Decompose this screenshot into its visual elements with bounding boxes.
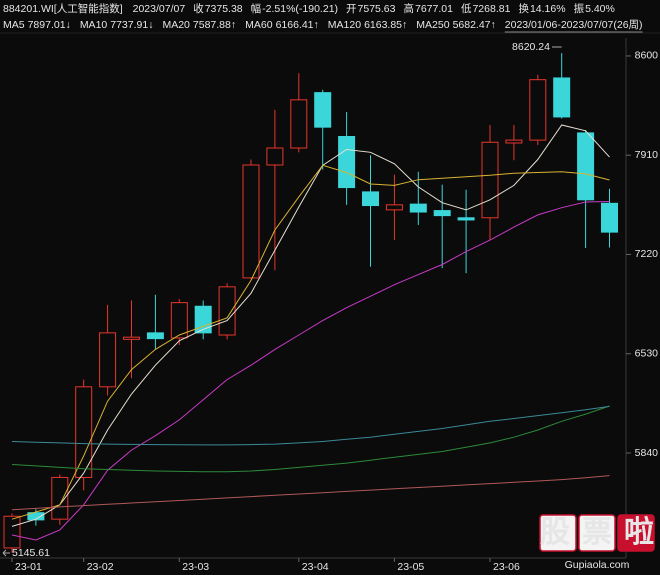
- watermark: 股票啦 Gupiaola.com: [539, 514, 655, 571]
- candle-body: [457, 217, 475, 221]
- legend-name: MA120: [328, 19, 361, 31]
- legend-value: 6166.41↑: [276, 19, 319, 31]
- field-label: 高: [404, 2, 415, 15]
- ma-line: [11, 201, 610, 541]
- candle-body: [385, 204, 403, 211]
- logo-text: 股票啦: [540, 515, 654, 549]
- field-label: 低: [461, 2, 472, 15]
- candle-body: [338, 136, 356, 189]
- y-tick-label: 7910: [635, 149, 659, 161]
- x-tick-label: 23-01: [15, 561, 42, 573]
- x-tick-label: 23-04: [302, 561, 329, 573]
- x-tick-label: 23-06: [493, 561, 520, 573]
- low-annotation: 5145.61: [12, 547, 50, 559]
- y-tick-label: 5840: [635, 447, 659, 459]
- ma-line: [11, 475, 610, 511]
- field-value: 14.16%: [530, 3, 566, 15]
- legend-value: 6163.85↑: [364, 19, 407, 31]
- legend-name: MA5: [3, 19, 25, 31]
- field-value: 5.40%: [585, 3, 615, 15]
- field-value: 7575.63: [358, 3, 396, 15]
- y-tick-label: 6530: [635, 348, 659, 360]
- legend-value: 7587.88↑: [193, 19, 236, 31]
- field-label: 收: [193, 2, 204, 15]
- quote-date: 2023/07/07: [133, 3, 186, 15]
- candle-body: [409, 203, 427, 213]
- ma-line: [11, 124, 610, 527]
- candle-body: [242, 164, 260, 279]
- logo-box: [617, 514, 655, 552]
- legend-name: MA250: [416, 19, 449, 31]
- y-tick-label: 7220: [635, 248, 659, 260]
- field-label: 开: [346, 3, 357, 15]
- candle-body: [505, 139, 523, 144]
- legend-name: MA10: [80, 19, 108, 31]
- field-value: 7268.81: [472, 3, 510, 15]
- candle-body: [3, 515, 21, 549]
- candle-body: [433, 210, 451, 217]
- legend-value: 5682.47↑: [453, 19, 496, 31]
- candle-body: [266, 147, 284, 166]
- candle-body: [146, 332, 164, 340]
- candle-body: [481, 141, 499, 219]
- field-value: 7677.01: [415, 3, 453, 15]
- candle-body: [51, 476, 69, 520]
- legend-value: 7897.01↓: [28, 19, 71, 31]
- candle-body: [27, 512, 45, 521]
- candle-body: [553, 77, 571, 118]
- candle-body: [529, 79, 547, 141]
- ma-line: [11, 164, 610, 520]
- x-tick-label: 23-02: [87, 561, 114, 573]
- field-label: 振: [574, 2, 585, 15]
- y-tick-label: 8600: [635, 50, 659, 62]
- x-tick-label: 23-05: [397, 561, 424, 573]
- candle-body: [75, 386, 93, 478]
- candle-body: [123, 336, 140, 340]
- x-tick-label: 23-03: [182, 561, 209, 573]
- logo-box: [578, 514, 616, 552]
- candle-body: [362, 191, 379, 207]
- candle-body: [194, 305, 212, 334]
- field-label: 幅: [251, 2, 262, 15]
- ma-line: [11, 405, 610, 446]
- legend-name: MA20: [162, 19, 190, 31]
- security-code: 884201.WI[人工智能指数]: [3, 2, 123, 15]
- range-label: 2023/01/06-2023/07/07(26周): [505, 19, 643, 31]
- candle-body: [577, 132, 595, 201]
- candle-body: [99, 332, 117, 388]
- candle-body: [218, 286, 236, 336]
- ma-line: [11, 405, 610, 473]
- field-value: -2.51%(-190.21): [262, 3, 338, 15]
- candle-body: [170, 302, 188, 339]
- field-value: 7375.38: [205, 3, 243, 15]
- low-pointer: [2, 549, 10, 557]
- candle-body: [314, 92, 332, 128]
- legend-value: 7737.91↓: [110, 19, 153, 31]
- site-text: Gupiaola.com: [565, 559, 630, 571]
- legend-name: MA60: [245, 19, 273, 31]
- field-label: 换: [518, 2, 529, 15]
- high-annotation: 8620.24: [512, 41, 550, 53]
- logo-box: [539, 514, 577, 552]
- candle-body: [290, 99, 308, 149]
- candle-body: [601, 202, 618, 233]
